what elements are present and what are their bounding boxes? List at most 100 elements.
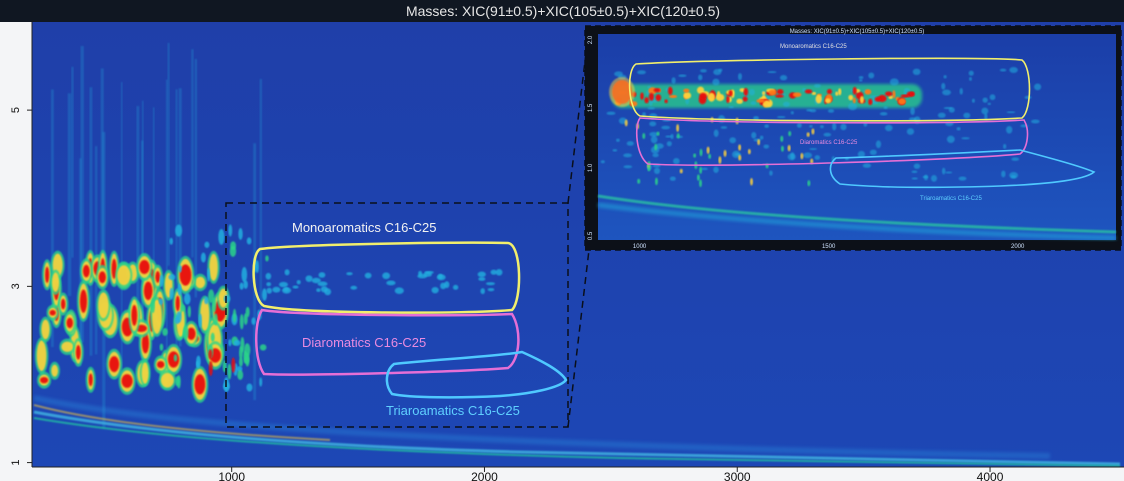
inset-heatmap-peak — [720, 126, 728, 129]
heatmap-dot — [223, 294, 231, 303]
x-tick-label: 1000 — [218, 470, 245, 481]
heatmap-peak-core — [98, 271, 106, 284]
inset-heatmap-peak — [958, 176, 967, 181]
inset-heatmap-peak — [790, 152, 795, 160]
inset-y-tick-label: 0.5 — [588, 231, 594, 240]
heatmap-streak — [71, 66, 74, 258]
inset-heatmap-peak — [713, 166, 719, 173]
inset-heatmap-peak — [768, 89, 777, 96]
inset-y-tick-label: 2.0 — [588, 35, 594, 44]
inset-axes: 1000 1500 2000 2.0 1.5 1.0 0.5 — [588, 35, 1025, 250]
heatmap-peak-mid — [61, 341, 74, 352]
heatmap-mono-band — [485, 282, 496, 286]
heatmap-dot — [150, 297, 156, 313]
inset-heatmap-peak — [699, 179, 703, 188]
heatmap-dot — [169, 237, 174, 245]
inset-region-triaromatics — [829, 149, 1096, 189]
inset-heatmap-peak — [864, 89, 872, 95]
heatmap-dot — [173, 354, 178, 362]
baseline-streaks — [33, 395, 1121, 467]
inset-heatmap-peak — [715, 93, 725, 102]
inset-heatmap-peak — [804, 89, 813, 94]
inset-heatmap-peak — [999, 68, 1007, 72]
heatmap-dot — [229, 245, 237, 257]
heatmap-peak-core — [66, 317, 73, 329]
heatmap-streak — [194, 58, 198, 298]
inset-heatmap-peak — [943, 75, 947, 79]
inset-heatmap-peak — [961, 137, 970, 140]
inset-heatmap-peak — [726, 95, 730, 104]
inset-heatmap-peak — [956, 127, 961, 131]
inset-heatmap-peak — [742, 96, 748, 102]
inset-heatmap-peak — [862, 163, 872, 168]
inset-heatmap-peak — [679, 168, 683, 174]
inset-heatmap-peak — [946, 135, 955, 144]
inset-heatmap-peak — [775, 94, 784, 98]
heatmap-streak — [79, 158, 82, 367]
inset-heatmap-peak — [981, 107, 989, 115]
inset-heatmap-blobs — [600, 67, 1042, 188]
heatmap-peak-core — [139, 260, 150, 275]
main-regions — [252, 241, 568, 399]
inset-heatmap-peak — [653, 87, 661, 93]
heatmap-dot — [182, 325, 189, 340]
inset-heatmap-peak — [738, 154, 742, 161]
heatmap-dot — [208, 289, 215, 303]
heatmap-mono-band — [311, 277, 321, 284]
inset-heatmap-peak — [911, 177, 918, 180]
inset-heatmap-peak — [669, 94, 678, 99]
inset-heatmap-peak — [759, 135, 764, 140]
inset-heatmap-peak — [699, 166, 703, 174]
heatmap-peak-core — [131, 304, 138, 326]
inset-heatmap-peak — [626, 141, 634, 146]
inset-heatmap-peak — [825, 98, 831, 104]
inset-heatmap-peak — [648, 92, 654, 101]
inset-heatmap-peak — [945, 171, 953, 174]
inset-heatmap-peak — [624, 119, 628, 127]
heatmap-dot — [175, 224, 183, 237]
inset-heatmap-peak — [898, 98, 906, 105]
inset-heatmap-peak — [892, 90, 896, 99]
inset-heatmap-peak — [913, 163, 921, 169]
inset-heatmap-peak — [984, 113, 988, 121]
heatmap-mono-band — [495, 268, 503, 276]
inset-heatmap-peak — [971, 98, 975, 103]
inset-heatmap-peak — [968, 76, 972, 81]
heatmap-dot — [232, 308, 237, 323]
inset-y-tick-label: 1.5 — [588, 103, 594, 112]
inset-heatmap-peak — [912, 68, 921, 76]
baseline-streak-2 — [33, 417, 1121, 467]
inset-heatmap-peak — [780, 135, 784, 142]
inset-heatmap-peak — [1003, 143, 1007, 149]
inset-heatmap-peak — [811, 91, 817, 96]
heatmap-dot — [158, 298, 164, 306]
heatmap-mono-band — [386, 280, 396, 286]
inset-heatmap-peak — [776, 89, 784, 95]
inset-heatmap-peak — [832, 122, 837, 131]
heatmap-mono-band — [272, 286, 281, 293]
x-axis-margin — [0, 467, 1124, 481]
heatmap-dot — [238, 228, 243, 240]
inset-x-tick-label: 1000 — [633, 244, 647, 250]
inset-heatmap-peak — [820, 125, 824, 129]
heatmap-streak — [136, 106, 140, 320]
heatmap-streak — [94, 146, 98, 355]
inset-heatmap-peak — [762, 91, 766, 95]
label-diaromatics: Diaromatics C16-C25 — [302, 335, 426, 350]
inset-heatmap-peak — [708, 153, 712, 159]
inset-heatmap-peak — [790, 111, 794, 115]
chart-title: Masses: XIC(91±0.5)+XIC(105±0.5)+XIC(120… — [406, 3, 720, 19]
inset-heatmap-peak — [777, 115, 786, 119]
inset-heatmap-peak — [823, 132, 832, 137]
heatmap-peak-mid — [209, 253, 218, 281]
inset-heatmap-peak — [736, 98, 743, 104]
heatmap-peak-core — [109, 356, 120, 373]
inset-heatmap-peak — [942, 89, 951, 96]
inset-heatmap-peak — [1001, 170, 1006, 178]
inset-heatmap-peak — [826, 89, 833, 95]
inset-heatmap-peak — [941, 167, 946, 175]
inset-heatmap-peak — [664, 99, 668, 104]
heatmap-mono-band — [265, 272, 272, 280]
heatmap-peak-core — [143, 281, 153, 301]
